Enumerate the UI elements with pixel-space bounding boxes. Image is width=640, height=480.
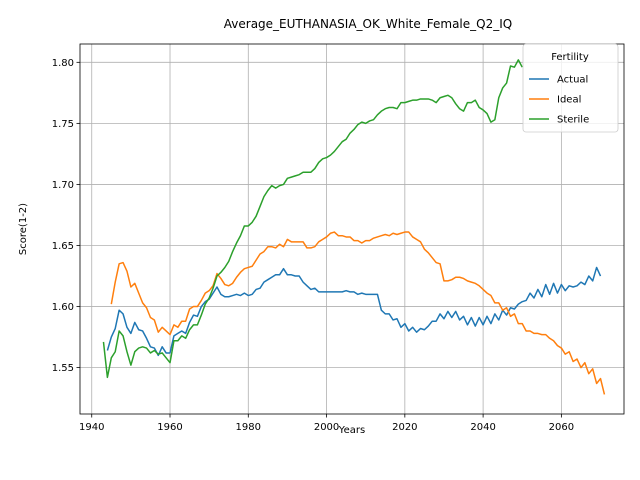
legend-title: Fertility	[551, 52, 589, 63]
legend-label-sterile: Sterile	[557, 115, 589, 126]
legend: Fertility Actual Ideal Sterile	[522, 43, 619, 133]
series-line-actual	[106, 266, 602, 357]
y-tick-label: 1.55	[52, 363, 74, 374]
legend-label-ideal: Ideal	[557, 95, 581, 106]
x-tick-label: 2040	[470, 422, 495, 433]
grid-lines	[80, 44, 624, 414]
x-tick-label: 2060	[549, 422, 574, 433]
legend-box	[522, 43, 619, 133]
y-tick-label: 1.70	[52, 180, 74, 191]
y-tick-label: 1.75	[52, 119, 74, 130]
x-axis-ticks: 1940 1960 1980 2000 2020 2040 2060	[79, 414, 574, 433]
x-tick-label: 1980	[236, 422, 261, 433]
series-line-sterile	[102, 59, 523, 379]
y-tick-label: 1.65	[52, 241, 74, 252]
y-axis-ticks: 1.55 1.60 1.65 1.70 1.75 1.80	[52, 58, 80, 374]
series-line-ideal	[110, 231, 606, 395]
y-tick-label: 1.60	[52, 302, 74, 313]
x-tick-label: 2020	[392, 422, 417, 433]
series-lines	[102, 59, 606, 395]
legend-label-actual: Actual	[557, 75, 588, 86]
x-tick-label: 2000	[314, 422, 339, 433]
x-axis-label: Years	[338, 425, 365, 436]
x-tick-label: 1940	[79, 422, 104, 433]
y-tick-label: 1.80	[52, 58, 74, 69]
x-tick-label: 1960	[157, 422, 182, 433]
y-axis-label: Score(1-2)	[18, 203, 29, 255]
chart-title: Average_EUTHANASIA_OK_White_Female_Q2_IQ	[224, 17, 512, 31]
plot-area-frame	[79, 43, 625, 415]
